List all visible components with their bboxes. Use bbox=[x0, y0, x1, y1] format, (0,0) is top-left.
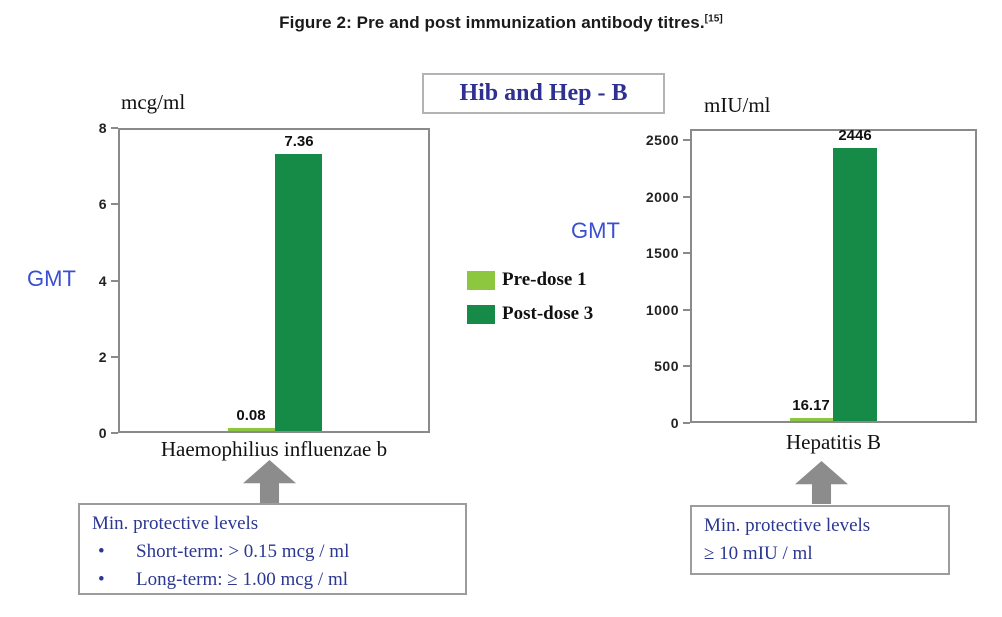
tick-label: 0 bbox=[670, 415, 679, 431]
left-note-box: Min. protective levels • Short-term: > 0… bbox=[78, 503, 467, 595]
left-x-category-label: Haemophilius influenzae b bbox=[160, 437, 388, 461]
tick-label: 1000 bbox=[645, 301, 679, 318]
bar-pre-dose-1 bbox=[228, 428, 275, 431]
right-plot-area: 16.17 2446 bbox=[690, 127, 977, 423]
tick-mark bbox=[111, 203, 118, 206]
figure-title: Figure 2: Pre and post immunization anti… bbox=[0, 13, 1002, 33]
tick-label: 4 bbox=[98, 272, 107, 289]
bar-pre-dose-1 bbox=[790, 418, 833, 421]
y-axis-tick: 4 bbox=[99, 273, 118, 289]
left-y-axis: 8 6 4 2 0 bbox=[60, 120, 118, 441]
figure-title-reference: [15] bbox=[704, 13, 723, 25]
chart-header-box: Hib and Hep - B bbox=[422, 73, 665, 114]
note-title: Min. protective levels bbox=[704, 515, 871, 536]
tick-mark bbox=[111, 279, 118, 282]
legend-label: Pre-dose 1 bbox=[502, 269, 587, 290]
left-y-axis-unit: mcg/ml bbox=[121, 90, 186, 114]
tick-label: 2 bbox=[98, 348, 107, 365]
bar-post-dose-3 bbox=[275, 154, 322, 431]
up-arrow-icon bbox=[243, 460, 296, 503]
tick-label: 500 bbox=[654, 358, 679, 375]
note-title: Min. protective levels bbox=[92, 513, 259, 534]
tick-mark bbox=[683, 308, 690, 311]
figure-title-text: Figure 2: Pre and post immunization anti… bbox=[279, 13, 705, 32]
up-arrow-icon bbox=[795, 461, 848, 504]
note-bullet-row: • Short-term: > 0.15 mcg / ml bbox=[92, 538, 453, 566]
bar-value-label: 2446 bbox=[838, 127, 872, 144]
note-bullet-text: Short-term: > 0.15 mcg / ml bbox=[136, 541, 350, 562]
y-axis-tick: 2000 bbox=[646, 189, 690, 205]
tick-label: 2500 bbox=[645, 132, 679, 149]
bar-value-label: 7.36 bbox=[284, 133, 314, 150]
note-text: ≥ 10 mIU / ml bbox=[704, 543, 813, 564]
y-axis-tick: 500 bbox=[654, 358, 690, 374]
y-axis-tick: 1000 bbox=[646, 302, 690, 318]
tick-mark bbox=[683, 195, 690, 198]
tick-mark bbox=[683, 252, 690, 255]
tick-mark bbox=[111, 355, 118, 358]
y-axis-tick: 2 bbox=[99, 349, 118, 365]
tick-mark bbox=[683, 422, 690, 424]
tick-label: 8 bbox=[98, 120, 107, 136]
left-y-axis-title: GMT bbox=[27, 266, 76, 291]
bullet-icon: • bbox=[98, 541, 105, 562]
y-axis-tick: 8 bbox=[99, 120, 118, 136]
right-note-box: Min. protective levels ≥ 10 mIU / ml bbox=[690, 505, 950, 575]
legend-item-post-dose-3: Post-dose 3 bbox=[467, 303, 593, 325]
tick-mark bbox=[111, 432, 118, 434]
right-y-axis-unit: mIU/ml bbox=[704, 93, 771, 117]
bullet-icon: • bbox=[98, 569, 105, 590]
tick-mark bbox=[111, 127, 118, 129]
legend-item-pre-dose-1: Pre-dose 1 bbox=[467, 269, 587, 291]
tick-label: 2000 bbox=[645, 188, 679, 205]
right-x-category-label: Hepatitis B bbox=[785, 430, 882, 454]
note-bullet-text: Long-term: ≥ 1.00 mcg / ml bbox=[136, 569, 349, 590]
y-axis-tick: 0 bbox=[671, 415, 690, 431]
tick-mark bbox=[683, 365, 690, 368]
right-y-axis: 2500 2000 1500 1000 500 0 bbox=[625, 129, 690, 431]
bar-post-dose-3 bbox=[833, 148, 877, 421]
bar-value-label: 0.08 bbox=[236, 407, 266, 424]
y-axis-tick: 1500 bbox=[646, 245, 690, 261]
bar-value-label: 16.17 bbox=[792, 397, 830, 414]
chart-header-title: Hib and Hep - B bbox=[459, 80, 628, 106]
note-bullet-row: • Long-term: ≥ 1.00 mcg / ml bbox=[92, 566, 453, 594]
tick-label: 6 bbox=[98, 196, 107, 213]
y-axis-tick: 0 bbox=[99, 425, 118, 441]
tick-label: 1500 bbox=[645, 245, 679, 262]
y-axis-tick: 2500 bbox=[646, 132, 690, 148]
legend-swatch-pre-dose-1 bbox=[467, 270, 495, 290]
tick-label: 0 bbox=[98, 425, 107, 441]
tick-mark bbox=[683, 139, 690, 142]
y-axis-tick: 6 bbox=[99, 196, 118, 212]
left-plot-area: 0.08 7.36 bbox=[118, 128, 430, 433]
legend-swatch-post-dose-3 bbox=[467, 304, 495, 324]
right-y-axis-title: GMT bbox=[571, 218, 620, 243]
legend-label: Post-dose 3 bbox=[502, 303, 594, 324]
